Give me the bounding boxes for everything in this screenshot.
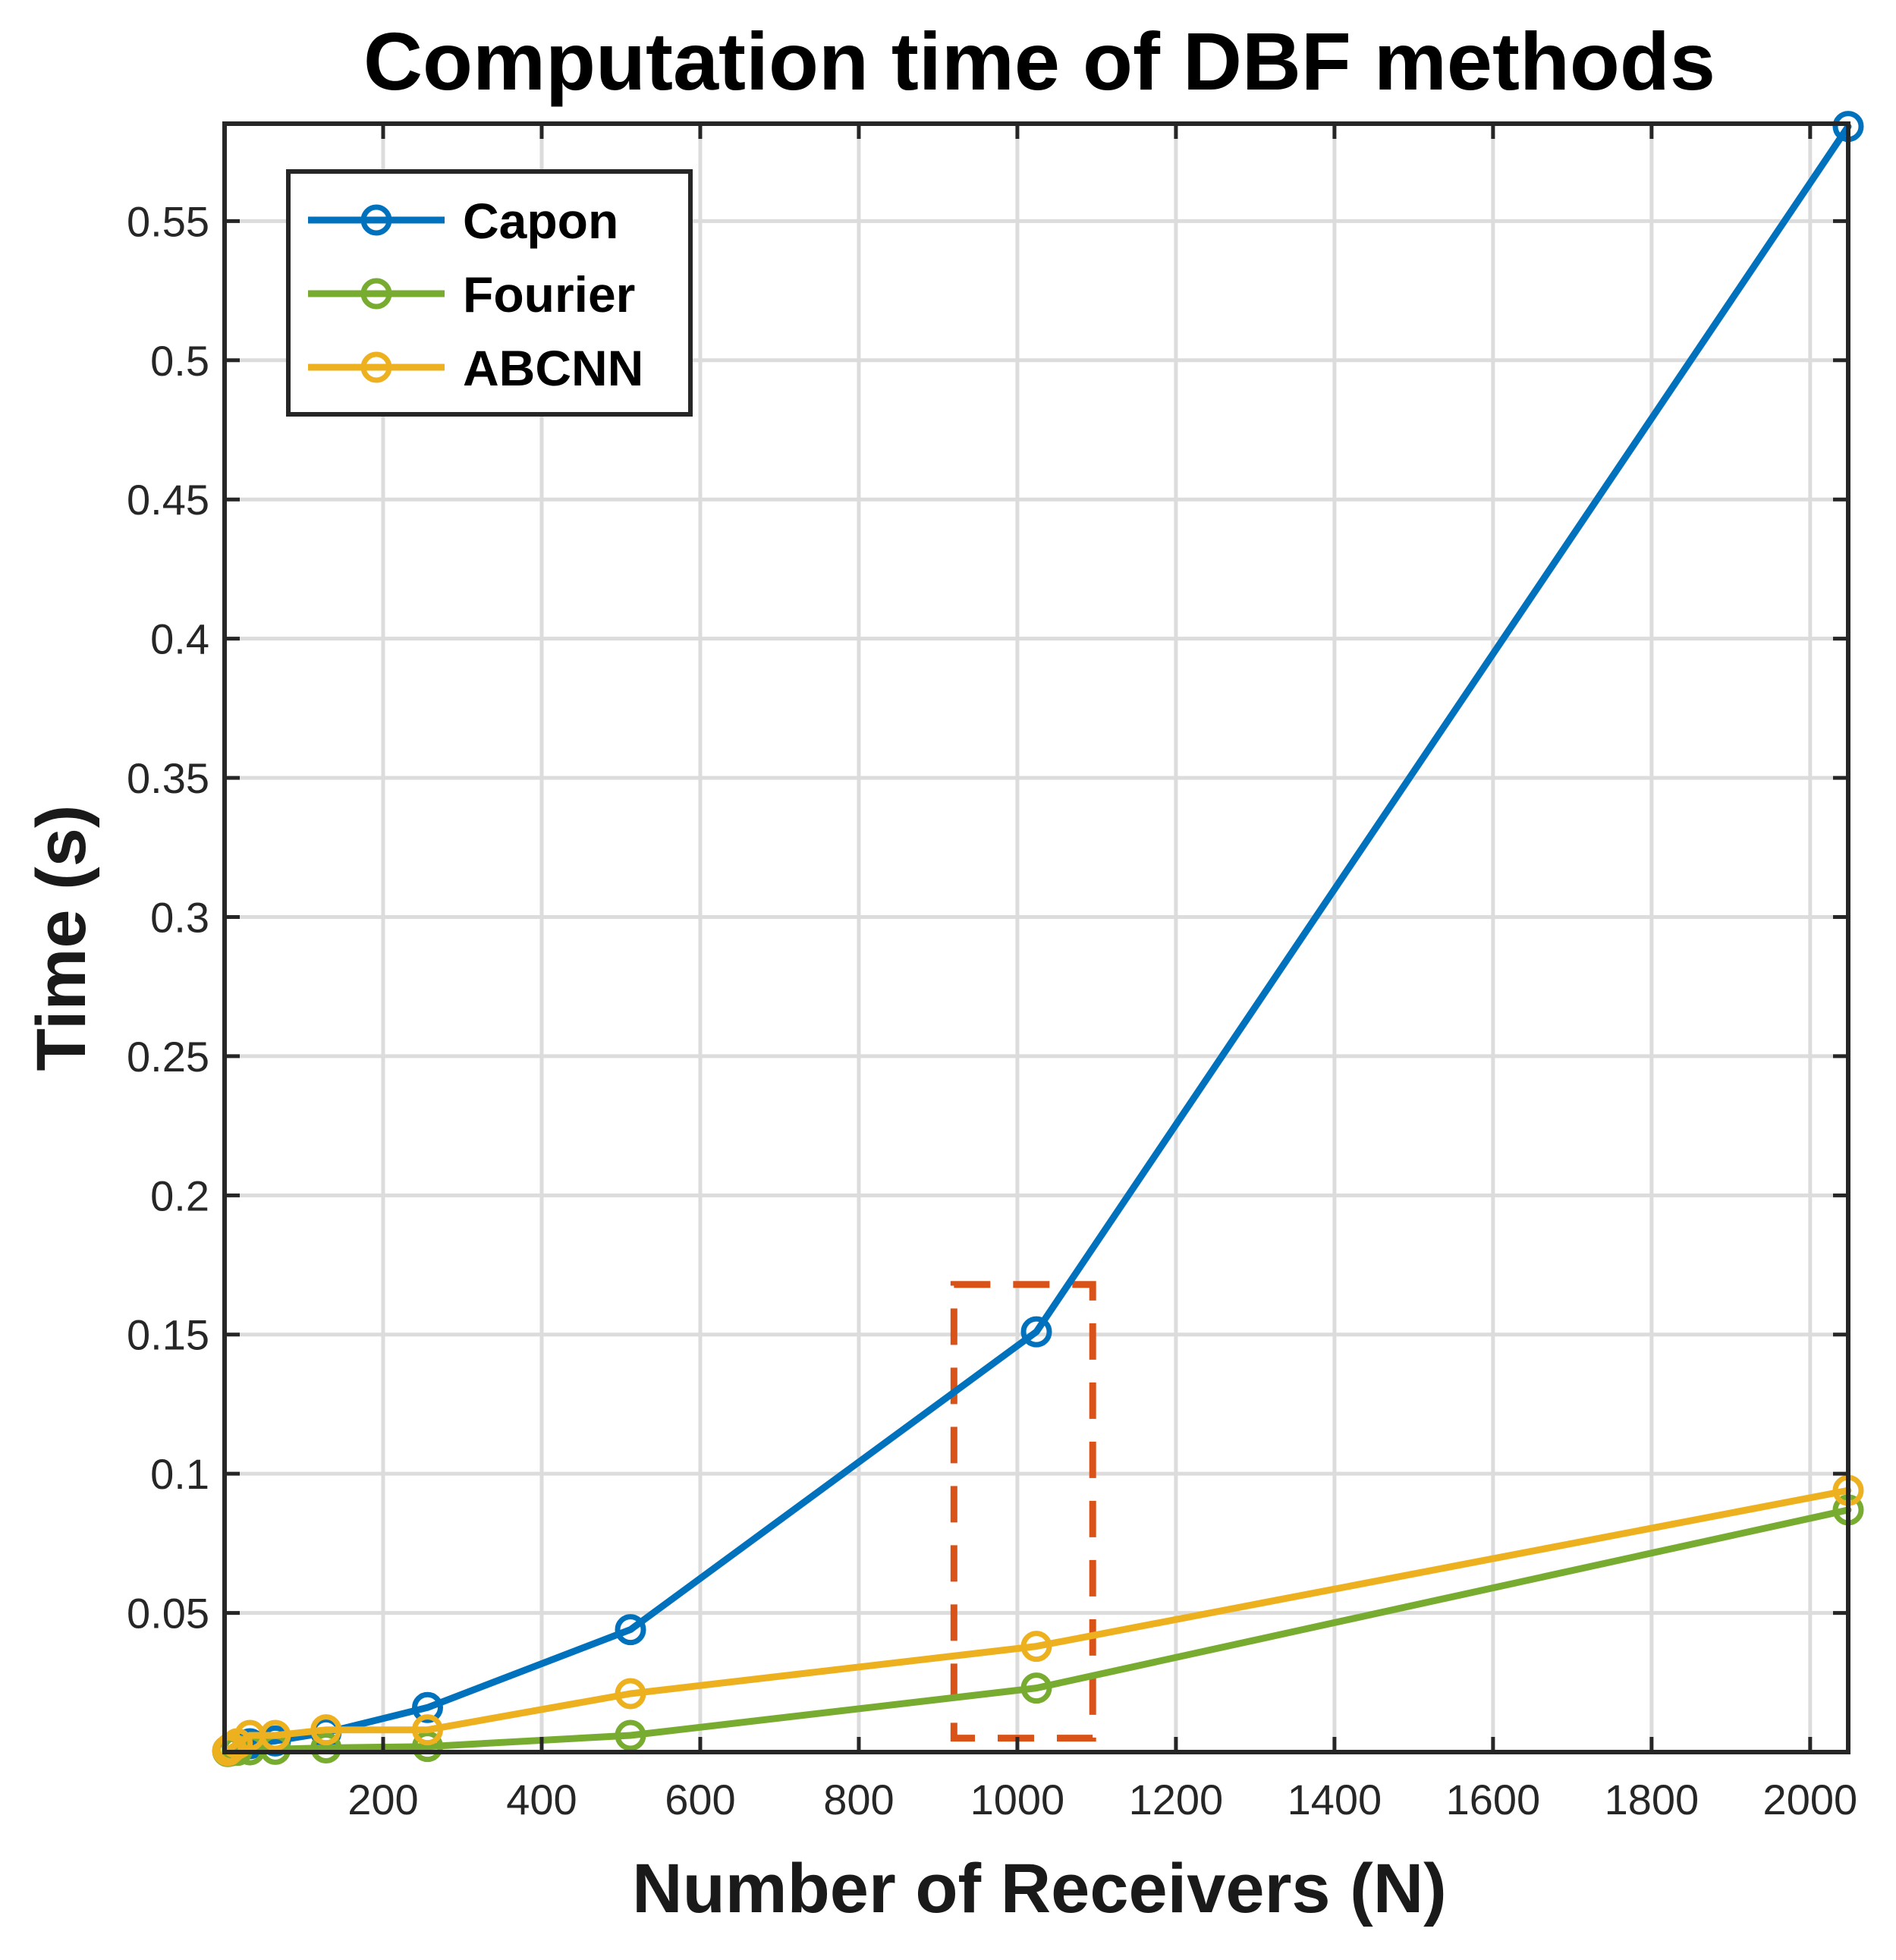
data-point-abcnn [412,1714,443,1746]
x-tick-label: 1200 [1129,1776,1224,1823]
axis-ticks: 200 400 600 800 1000 1200 1400 1600 1800 2000 0.05… [127,124,1857,1823]
x-tick-label: 1400 [1288,1776,1382,1823]
series-abcnn [212,1474,1864,1767]
y-axis-label: Time (s) [23,804,100,1071]
chart-title: Computation time of DBF methods [363,15,1715,107]
data-point-capon [1020,1316,1052,1348]
x-tick-label: 200 [347,1776,418,1823]
y-tick-label: 0.55 [127,197,209,245]
annotations [950,1281,1096,1742]
legend-marker-capon [360,204,392,236]
plot-frame [222,121,1850,1754]
legend-marker-abcnn [360,351,392,383]
series-line-abcnn [224,1487,1852,1754]
y-tick-label: 0.35 [127,754,209,802]
legend-label-fourier: Fourier [463,266,635,322]
y-tick-label: 0.2 [150,1172,209,1219]
data-point-capon [615,1614,646,1646]
highlight-dashed-box [950,1281,1096,1742]
data-point-fourier [615,1719,646,1751]
y-tick-label: 0.05 [127,1590,209,1638]
y-tick-label: 0.5 [150,337,209,385]
y-tick-label: 0.45 [127,476,209,524]
data-point-fourier [1020,1672,1052,1704]
data-point-fourier [412,1731,443,1763]
y-tick-label: 0.4 [150,615,209,663]
x-tick-label: 1000 [970,1776,1065,1823]
x-tick-label: 400 [506,1776,577,1823]
data-point-abcnn [259,1719,291,1751]
data-point-capon [412,1691,443,1723]
data-point-fourier [310,1732,342,1763]
x-tick-label: 1800 [1605,1776,1699,1823]
x-axis-label: Number of Receivers (N) [632,1850,1447,1927]
y-tick-label: 0.25 [127,1033,209,1081]
x-tick-label: 2000 [1763,1776,1858,1823]
legend: Capon Fourier ABCNN [286,169,693,417]
legend-label-abcnn: ABCNN [463,340,643,396]
x-tick-label: 600 [665,1776,735,1823]
data-point-abcnn [310,1714,342,1746]
data-point-abcnn [1020,1631,1052,1663]
legend-label-capon: Capon [463,193,618,249]
y-tick-label: 0.3 [150,893,209,941]
y-tick-label: 0.1 [150,1450,209,1498]
x-tick-label: 1600 [1446,1776,1541,1823]
x-tick-label: 800 [823,1776,894,1823]
data-point-abcnn [615,1678,646,1710]
grid [225,124,1848,1752]
legend-marker-fourier [360,278,392,310]
y-tick-label: 0.15 [127,1311,209,1359]
